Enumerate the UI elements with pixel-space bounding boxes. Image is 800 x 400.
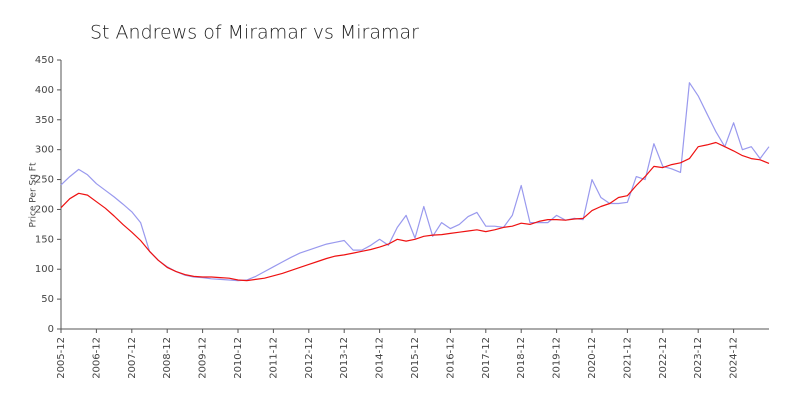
x-tick-label: 2017-12: [481, 337, 492, 379]
x-tick-label: 2010-12: [233, 337, 244, 379]
x-tick-label: 2014-12: [375, 337, 386, 379]
y-tick-label: 400: [35, 85, 54, 96]
x-tick-label: 2007-12: [127, 337, 138, 379]
x-tick-label: 2006-12: [91, 337, 102, 379]
series-line: [60, 141, 770, 282]
x-tick-label: 2019-12: [552, 337, 563, 379]
y-tick-label: 0: [48, 324, 54, 335]
x-tick-label: 2005-12: [56, 337, 67, 379]
y-tick-label: 200: [35, 204, 54, 215]
chart-title: St Andrews of Miramar vs Miramar: [90, 22, 419, 44]
x-tick-label: 2024-12: [729, 337, 740, 379]
series-line: [60, 82, 770, 282]
x-tick-label: 2008-12: [162, 337, 173, 379]
x-tick-label: 2022-12: [658, 337, 669, 379]
x-tick-label: 2011-12: [268, 337, 279, 379]
x-tick-label: 2016-12: [445, 337, 456, 379]
y-tick-label: 450: [35, 55, 54, 66]
x-tick-label: 2021-12: [622, 337, 633, 379]
x-tick-label: 2012-12: [304, 337, 315, 379]
y-tick-label: 250: [35, 175, 54, 186]
y-tick-label: 100: [35, 264, 54, 275]
x-tick-label: 2020-12: [587, 337, 598, 379]
x-tick-label: 2023-12: [693, 337, 704, 379]
y-axis-label: Price Per Sq Ft: [29, 162, 39, 227]
x-tick-label: 2009-12: [198, 337, 209, 379]
y-tick-label: 50: [41, 294, 54, 305]
y-tick-label: 300: [35, 145, 54, 156]
x-tick-label: 2018-12: [516, 337, 527, 379]
x-tick-label: 2015-12: [410, 337, 421, 379]
x-tick-label: 2013-12: [339, 337, 350, 379]
y-tick-label: 350: [35, 115, 54, 126]
y-tick-label: 150: [35, 234, 54, 245]
